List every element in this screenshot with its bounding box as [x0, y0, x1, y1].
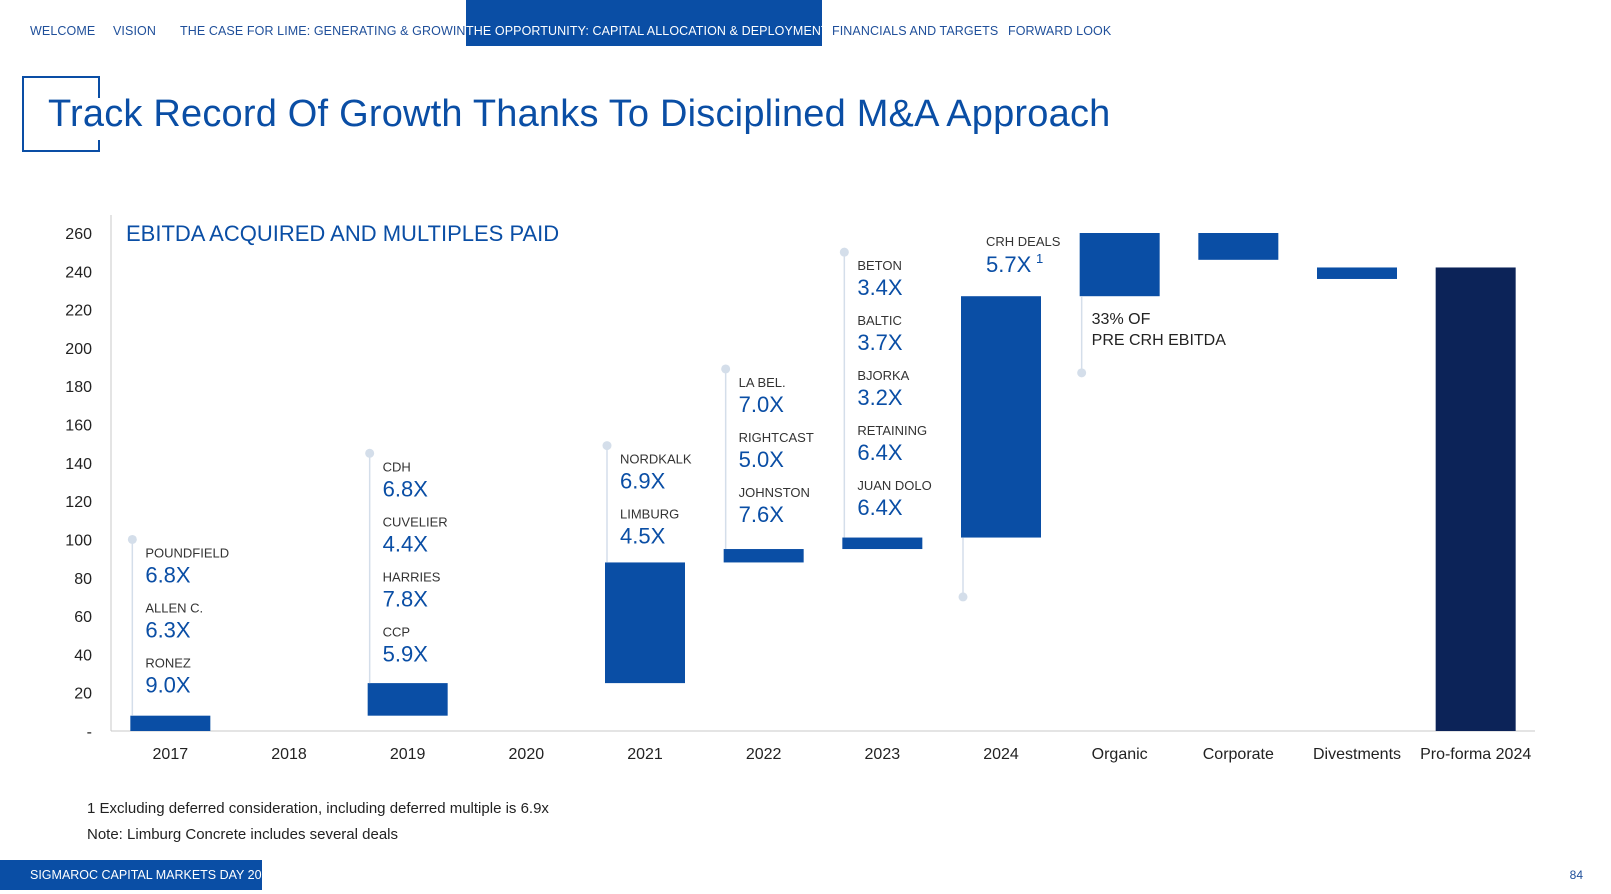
y-tick-label: 260 [65, 226, 92, 243]
nav-tab-forward-look[interactable]: FORWARD LOOK [1008, 24, 1112, 38]
footer-event-badge: SIGMAROC CAPITAL MARKETS DAY 2025 [0, 860, 275, 890]
x-tick-label: Corporate [1203, 746, 1274, 763]
bar-2022 [723, 549, 804, 563]
y-tick-label: 100 [65, 532, 92, 549]
bar-2021 [605, 562, 685, 684]
deal-name: CDH [383, 459, 411, 474]
y-tick-label: 80 [74, 571, 92, 588]
deal-multiple: 7.0X [739, 392, 785, 417]
deal-name: RIGHTCAST [739, 430, 814, 445]
deal-name: ALLEN C. [145, 600, 203, 615]
deal-name: CUVELIER [383, 514, 448, 529]
nav-tab-financials-and-targets[interactable]: FINANCIALS AND TARGETS [832, 24, 999, 38]
deal-name: LIMBURG [620, 507, 679, 522]
bar-pro-forma-2024 [1435, 267, 1516, 731]
deal-marker-dot [839, 247, 849, 257]
deal-name: BJORKA [857, 368, 909, 383]
y-tick-label: - [87, 724, 92, 741]
bar-corporate [1198, 233, 1279, 260]
deal-name: POUNDFIELD [145, 545, 229, 560]
bar-divestments [1317, 267, 1397, 279]
deal-multiple: 9.0X [145, 672, 191, 697]
footnote-limburg: Note: Limburg Concrete includes several … [87, 826, 398, 843]
x-tick-label: 2017 [153, 746, 189, 763]
deal-multiple: 4.5X [620, 524, 666, 549]
footnote-deferred: 1 Excluding deferred consideration, incl… [87, 800, 549, 817]
x-tick-label: 2023 [865, 746, 901, 763]
deal-multiple: 3.2X [857, 385, 903, 410]
deal-marker-dot [721, 364, 731, 374]
annotation-marker-dot [1077, 368, 1087, 378]
deal-multiple: 6.4X [857, 440, 903, 465]
footnote-marker: 1 [1036, 251, 1043, 266]
deal-multiple: 6.8X [145, 562, 191, 587]
deal-multiple: 6.4X [857, 495, 903, 520]
deal-name: JOHNSTON [739, 485, 810, 500]
annotation-text: 33% OF [1092, 311, 1151, 328]
deal-multiple: 5.0X [739, 447, 785, 472]
deal-multiple: 3.7X [857, 330, 903, 355]
y-tick-label: 40 [74, 647, 92, 664]
page-number: 84 [1569, 868, 1583, 882]
deal-multiple: 4.4X [383, 531, 429, 556]
bar-2017 [130, 715, 211, 731]
deal-multiple: 6.8X [383, 476, 429, 501]
deal-multiple: 6.9X [620, 469, 666, 494]
bar-2023 [842, 537, 923, 550]
x-tick-label: Pro-forma 2024 [1420, 746, 1531, 763]
bar-2024 [961, 296, 1041, 538]
y-tick-label: 120 [65, 494, 92, 511]
x-tick-label: 2018 [271, 746, 307, 763]
chart-title: EBITDA ACQUIRED AND MULTIPLES PAID [126, 221, 559, 246]
y-tick-label: 200 [65, 341, 92, 358]
y-tick-label: 220 [65, 303, 92, 320]
nav-tab-welcome[interactable]: WELCOME [30, 24, 96, 38]
x-tick-label: 2019 [390, 746, 426, 763]
deal-name: BALTIC [857, 313, 902, 328]
deal-multiple: 7.6X [739, 502, 785, 527]
deal-multiple: 5.9X [383, 641, 429, 666]
page-title: Track Record Of Growth Thanks To Discipl… [48, 93, 1111, 135]
deal-multiple: 7.8X [383, 586, 429, 611]
deal-name: HARRIES [383, 569, 441, 584]
deal-name: JUAN DOLO [857, 478, 931, 493]
deal-marker-dot [127, 534, 137, 544]
y-tick-label: 140 [65, 456, 92, 473]
deal-name: NORDKALK [620, 452, 692, 467]
bar-2019 [367, 683, 448, 716]
deal-name: LA BEL. [739, 375, 786, 390]
deal-marker-dot [365, 448, 375, 458]
y-tick-label: 180 [65, 379, 92, 396]
x-tick-label: Divestments [1313, 746, 1401, 763]
deal-multiple: 5.7X [986, 252, 1032, 277]
deal-name: CCP [383, 624, 410, 639]
deal-marker-dot [602, 441, 612, 451]
x-tick-label: 2021 [627, 746, 663, 763]
deal-name: RONEZ [145, 655, 191, 670]
deal-name: CRH DEALS [986, 234, 1061, 249]
y-tick-label: 240 [65, 264, 92, 281]
y-tick-label: 20 [74, 686, 92, 703]
title-bracket-decoration [22, 76, 100, 152]
nav-tab-vision[interactable]: VISION [113, 24, 156, 38]
deal-name: BETON [857, 258, 902, 273]
nav-tab-the-case-for-lime-generating-growing-fcf[interactable]: THE CASE FOR LIME: GENERATING & GROWING … [180, 24, 504, 38]
bar-organic [1079, 233, 1160, 297]
y-tick-label: 160 [65, 418, 92, 435]
x-tick-label: 2020 [509, 746, 545, 763]
x-tick-label: 2022 [746, 746, 782, 763]
y-tick-label: 60 [74, 609, 92, 626]
deal-marker-dot [958, 592, 968, 602]
deal-multiple: 3.4X [857, 275, 903, 300]
top-navigation: WELCOME VISION THE CASE FOR LIME: GENERATI… [0, 0, 1611, 46]
deal-name: RETAINING [857, 423, 927, 438]
x-tick-label: 2024 [983, 746, 1019, 763]
x-tick-label: Organic [1092, 746, 1148, 763]
deal-multiple: 6.3X [145, 617, 191, 642]
annotation-text: PRE CRH EBITDA [1092, 332, 1227, 349]
nav-tab-the-opportunity-capital-allocation-deployment[interactable]: THE OPPORTUNITY: CAPITAL ALLOCATION & DE… [466, 0, 829, 46]
